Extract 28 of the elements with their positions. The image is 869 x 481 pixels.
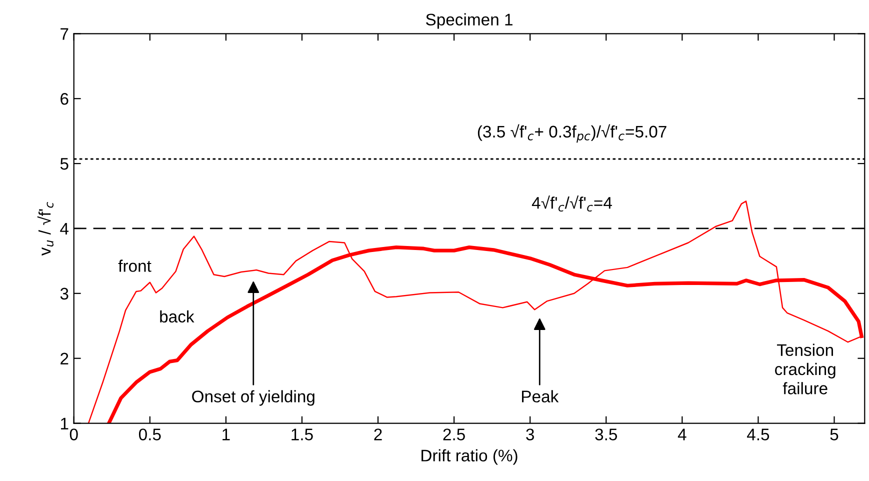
x-tick-label: 1 [222,428,230,440]
annotation: front [118,260,152,272]
x-tick-label: 4.5 [747,428,770,440]
x-tick-label: 2.5 [443,428,465,440]
annotation: Peak [522,390,559,402]
x-tick-label: 5 [830,428,838,440]
ref-line-label: 4√f'$_{c}$/√f'$_{c}$=4 [532,195,612,212]
x-tick-label: 3.5 [595,428,618,440]
annotation: Tension cracking failure [775,344,836,394]
y-tick-label: 6 [60,93,68,105]
x-tick-label: 0 [70,428,78,440]
y-axis-title: v$_{u}$ / √f'$_{c}$ [37,202,54,256]
ref-line-label: (3.5 √f'$_{c}$+ 0.3f$_{pc}$)/√f'$_{c}$=5.07 [478,124,666,143]
chart-title: Specimen 1 [426,13,512,29]
y-tick-label: 3 [60,288,68,300]
annotation: back [160,310,194,323]
y-tick-label: 2 [60,352,68,364]
y-tick-label: 7 [60,28,68,40]
x-tick-label: 0.5 [138,428,161,440]
y-tick-label: 4 [60,223,69,235]
x-axis-title: Drift ratio (%) [422,449,518,465]
annotation: Onset of yielding [192,390,314,406]
y-tick-label: 5 [60,158,68,170]
y-tick-label: 1 [61,418,68,430]
x-tick-label: 2 [374,428,382,440]
x-tick-label: 3 [526,428,534,440]
x-tick-label: 1.5 [292,428,313,440]
x-tick-label: 4 [678,428,686,440]
